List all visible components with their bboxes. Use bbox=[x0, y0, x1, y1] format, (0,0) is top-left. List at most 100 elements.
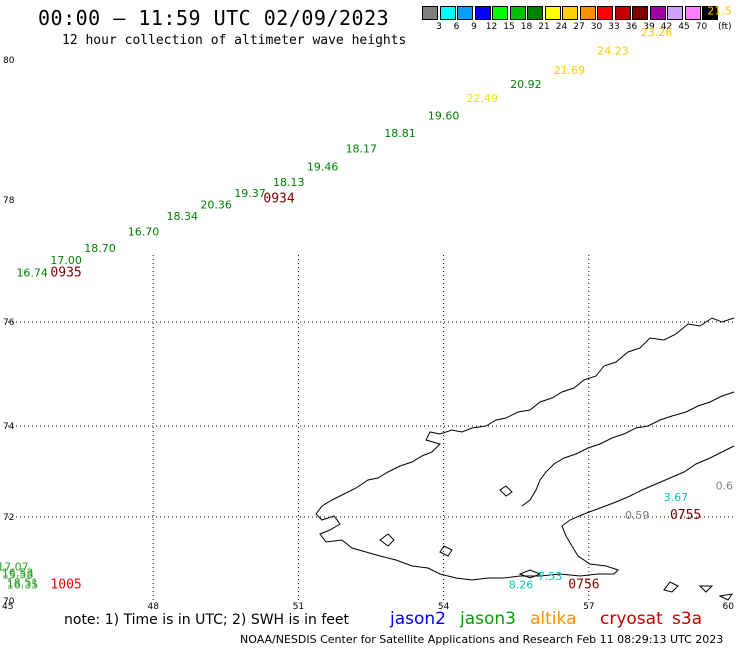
wave-height-value: 23.26 bbox=[641, 26, 673, 39]
wave-height-value: 19.37 bbox=[234, 187, 266, 200]
wave-height-value: 19.60 bbox=[428, 110, 460, 123]
legend-label: 27 bbox=[573, 22, 585, 32]
legend-label: 39 bbox=[643, 22, 655, 32]
coastline-path bbox=[379, 533, 395, 547]
satellite-label-cryosat: cryosat bbox=[600, 609, 663, 629]
legend-label: 18 bbox=[520, 22, 533, 32]
page-subtitle: 12 hour collection of altimeter wave hei… bbox=[62, 33, 407, 48]
lat-tick-label: 78 bbox=[3, 196, 15, 206]
legend-label: 42 bbox=[660, 22, 673, 32]
coastline-path bbox=[499, 485, 513, 497]
legend-swatch bbox=[562, 6, 578, 20]
observation-time: 0935 bbox=[50, 265, 81, 280]
coastline-path bbox=[518, 569, 542, 579]
wave-height-value: 24.23 bbox=[597, 44, 629, 57]
legend-label: 33 bbox=[608, 22, 620, 32]
legend-label: 9 bbox=[471, 22, 477, 32]
legend-swatch bbox=[632, 6, 648, 20]
legend-label: 45 bbox=[678, 22, 690, 32]
observation-time: 0934 bbox=[263, 191, 294, 206]
time-labels: 0935 0934 0755 0756 1005 bbox=[50, 191, 701, 592]
note-text: note: 1) Time is in UTC; 2) SWH is in fe… bbox=[64, 612, 350, 628]
wave-height-value: 21.5 bbox=[707, 5, 732, 18]
footer-credit: NOAA/NESDIS Center for Satellite Applica… bbox=[240, 633, 724, 646]
lon-tick-label: 54 bbox=[438, 602, 450, 612]
lon-tick-label: 51 bbox=[293, 602, 304, 612]
legend-swatch bbox=[544, 6, 561, 20]
wave-height-value: 7.53 bbox=[538, 570, 563, 583]
satellite-label-altika: altika bbox=[530, 609, 577, 629]
legend-swatch bbox=[509, 6, 526, 20]
satellite-label-jason3: jason3 bbox=[460, 609, 516, 629]
lon-tick-label: 48 bbox=[147, 602, 159, 612]
wave-height-value: 17.00 bbox=[50, 254, 82, 267]
legend-label: 12 bbox=[485, 22, 498, 32]
wave-height-value: 16.53 bbox=[2, 567, 34, 580]
legend-label: 3 bbox=[436, 22, 442, 32]
wave-height-value: 18.51 bbox=[7, 576, 39, 589]
wave-height-value: 16.74 bbox=[16, 266, 48, 279]
wave-height-value: 8.26 bbox=[509, 578, 534, 591]
lat-tick-label: 74 bbox=[3, 422, 15, 432]
legend-swatch bbox=[439, 6, 456, 20]
wave-height-value: 21.69 bbox=[554, 64, 586, 77]
legend-swatch bbox=[597, 6, 613, 20]
legend-swatch bbox=[527, 6, 543, 20]
coastline-path bbox=[315, 317, 735, 581]
axis-ticks: 45 48 51 54 57 60 80 78 76 74 72 70 bbox=[2, 56, 734, 612]
wave-height-value: 0.6 bbox=[716, 480, 734, 493]
coastline-path bbox=[439, 545, 453, 557]
wave-height-value: 0.59 bbox=[625, 509, 650, 522]
wave-height-value: 18.34 bbox=[166, 210, 198, 223]
coastline bbox=[315, 317, 735, 601]
legend-swatch bbox=[667, 6, 683, 20]
legend-swatch bbox=[614, 6, 631, 20]
wave-height-value: 3.67 bbox=[664, 491, 689, 504]
coastline-path bbox=[718, 593, 734, 601]
coastline-path bbox=[521, 391, 735, 507]
lon-tick-label: 45 bbox=[2, 602, 13, 612]
legend-label: 15 bbox=[503, 22, 515, 32]
legend-label: 30 bbox=[590, 22, 603, 32]
legend-swatch bbox=[474, 6, 491, 20]
satellite-label-s3a: s3a bbox=[672, 609, 703, 629]
wave-height-value: 20.92 bbox=[510, 78, 542, 91]
wave-height-value: 22.49 bbox=[467, 92, 499, 105]
wave-height-value: 16.35 bbox=[7, 578, 39, 591]
lon-tick-label: 57 bbox=[583, 602, 594, 612]
observation-time: 0755 bbox=[670, 508, 701, 523]
legend-swatch bbox=[457, 6, 473, 20]
lat-tick-label: 72 bbox=[3, 513, 14, 523]
legend-swatch bbox=[492, 6, 508, 20]
wave-height-value: 18.70 bbox=[84, 242, 116, 255]
lat-tick-label: 80 bbox=[3, 56, 15, 66]
wave-height-value: 18.17 bbox=[346, 142, 378, 155]
wave-height-value: 18.13 bbox=[273, 176, 305, 189]
page-title: 00:00 – 11:59 UTC 02/09/2023 bbox=[38, 6, 390, 30]
coastline-path bbox=[698, 585, 714, 593]
lat-tick-label: 70 bbox=[3, 597, 15, 607]
legend-label: 24 bbox=[555, 22, 568, 32]
wave-height-value: 19.46 bbox=[307, 161, 339, 174]
legend-swatch bbox=[422, 6, 438, 20]
lon-tick-label: 60 bbox=[723, 602, 735, 612]
legend-swatch bbox=[649, 6, 666, 20]
legend-label: 21 bbox=[538, 22, 550, 32]
grid-lines bbox=[8, 255, 734, 601]
wave-height-value: 18.81 bbox=[384, 127, 416, 140]
legend-label: 70 bbox=[695, 22, 708, 32]
wave-height-value: 15.58 bbox=[2, 569, 34, 582]
legend-label: 36 bbox=[625, 22, 638, 32]
wave-height-value: 17.07 bbox=[0, 560, 29, 573]
observation-time: 0756 bbox=[568, 577, 599, 592]
wave-height-value: 16.70 bbox=[128, 225, 160, 238]
legend-swatch bbox=[702, 6, 718, 20]
coastline-path bbox=[663, 581, 679, 593]
legend-unit: (ft) bbox=[718, 22, 732, 32]
legend-swatch bbox=[579, 6, 596, 20]
wave-height-value: 20.36 bbox=[200, 199, 232, 212]
legend-label: 6 bbox=[453, 22, 460, 32]
lat-tick-label: 76 bbox=[3, 318, 15, 328]
